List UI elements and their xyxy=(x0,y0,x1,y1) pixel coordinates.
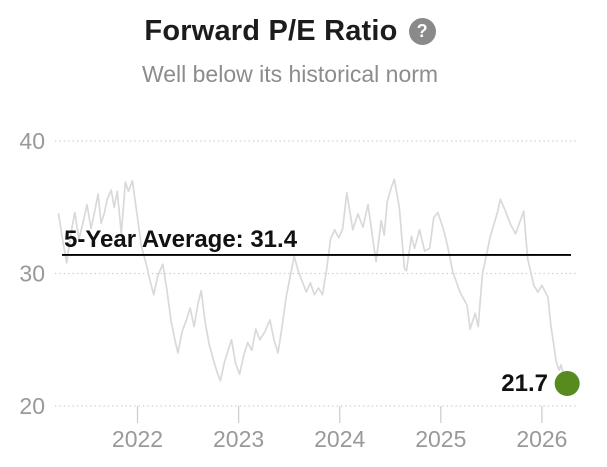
x-axis-tick-label: 2022 xyxy=(112,426,163,452)
y-axis-tick-label: 20 xyxy=(19,393,45,419)
x-axis-tick-label: 2026 xyxy=(516,426,567,452)
help-icon[interactable]: ? xyxy=(408,17,436,45)
current-value-label: 21.7 xyxy=(501,370,548,397)
page-title: Forward P/E Ratio xyxy=(144,14,398,47)
average-line-label: 5-Year Average: 31.4 xyxy=(64,226,298,253)
chart-header: Forward P/E Ratio ? xyxy=(0,13,580,49)
x-axis-tick-label: 2023 xyxy=(213,426,264,452)
chart-subtitle: Well below its historical norm xyxy=(141,61,439,87)
y-axis-tick-label: 30 xyxy=(19,261,45,287)
current-value-dot xyxy=(554,370,580,396)
y-axis-tick-label: 40 xyxy=(19,128,45,154)
x-axis-tick-label: 2024 xyxy=(314,426,365,452)
forward-pe-series-line xyxy=(57,178,569,385)
x-axis-tick-label: 2025 xyxy=(415,426,466,452)
